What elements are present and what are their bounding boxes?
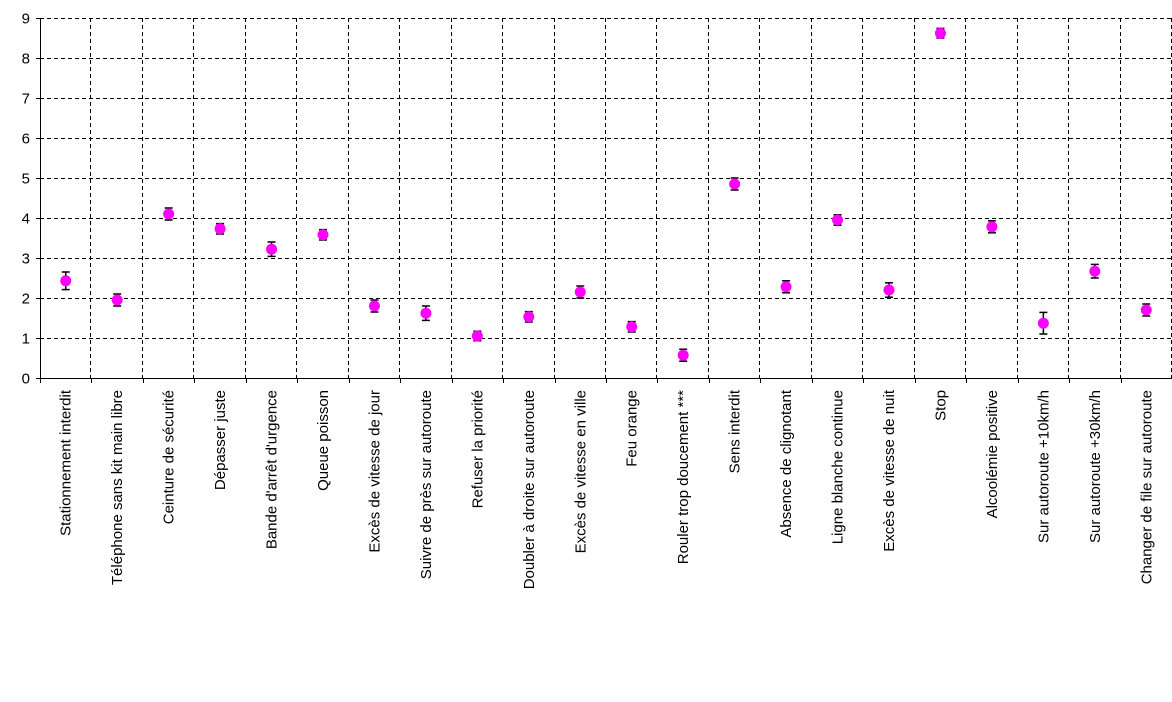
x-category-label: Sur autoroute +10km/h (1035, 390, 1052, 543)
data-point (1037, 317, 1049, 329)
x-category-label: Stationnement interdit (58, 389, 75, 536)
y-tick-label: 4 (22, 211, 30, 228)
x-category-label: Dépasser juste (212, 390, 229, 490)
x-category-label: Alcoolémie positive (984, 390, 1001, 518)
y-tick-label: 0 (22, 371, 30, 388)
x-category-label: Stop (932, 390, 949, 421)
x-category-label: Changer de file sur autoroute (1138, 390, 1155, 584)
data-point (368, 300, 380, 312)
y-tick-label: 5 (22, 171, 30, 188)
data-point (626, 321, 638, 333)
data-point (317, 229, 329, 241)
data-point (832, 214, 844, 226)
x-category-label: Absence de clignotant (778, 389, 795, 537)
data-point (266, 243, 278, 255)
y-tick-label: 8 (22, 51, 30, 68)
data-point (214, 223, 226, 235)
x-category-label: Téléphone sans kit main libre (109, 390, 126, 585)
x-category-label: Sens interdit (727, 389, 744, 473)
data-point (60, 275, 72, 287)
x-category-label: Rouler trop doucement *** (675, 390, 692, 564)
data-point (523, 311, 535, 323)
data-point (986, 221, 998, 233)
y-tick-label: 2 (22, 291, 30, 308)
x-category-label: Excès de vitesse en ville (572, 390, 589, 553)
x-category-label: Refuser la priorité (469, 390, 486, 508)
data-point (420, 307, 432, 319)
data-point (1140, 304, 1152, 316)
x-category-label: Suivre de près sur autoroute (418, 390, 435, 579)
y-tick-label: 7 (22, 91, 30, 108)
x-category-label: Excès de vitesse de nuit (881, 389, 898, 552)
axes (36, 18, 1172, 383)
data-point (677, 349, 689, 361)
data-point (780, 281, 792, 293)
x-category-label: Bande d'arrêt d'urgence (264, 390, 281, 549)
y-tick-labels: 0 1 2 3 4 5 6 7 8 9 (22, 11, 30, 388)
x-category-label: Sur autoroute +30km/h (1087, 390, 1104, 543)
data-point (883, 284, 895, 296)
x-category-labels: Stationnement interdit Téléphone sans kit… (58, 389, 1156, 589)
data-point (934, 27, 946, 39)
data-point (471, 330, 483, 342)
x-category-label: Queue poisson (315, 390, 332, 491)
x-category-label: Ligne blanche continue (830, 390, 847, 544)
x-category-label: Doubler à droite sur autoroute (521, 390, 538, 589)
data-point (111, 294, 123, 306)
data-point (163, 208, 175, 220)
x-category-label: Feu orange (624, 390, 641, 467)
data-points (60, 27, 1152, 362)
data-point (1089, 265, 1101, 277)
data-point (574, 286, 586, 298)
x-category-label: Ceinture de sécurité (161, 390, 178, 524)
y-tick-label: 1 (22, 331, 30, 348)
y-tick-label: 3 (22, 251, 30, 268)
data-point (729, 178, 741, 190)
y-tick-label: 6 (22, 131, 30, 148)
x-category-label: Excès de vitesse de jour (366, 390, 383, 553)
y-tick-label: 9 (22, 11, 30, 28)
gridlines (40, 18, 1172, 378)
